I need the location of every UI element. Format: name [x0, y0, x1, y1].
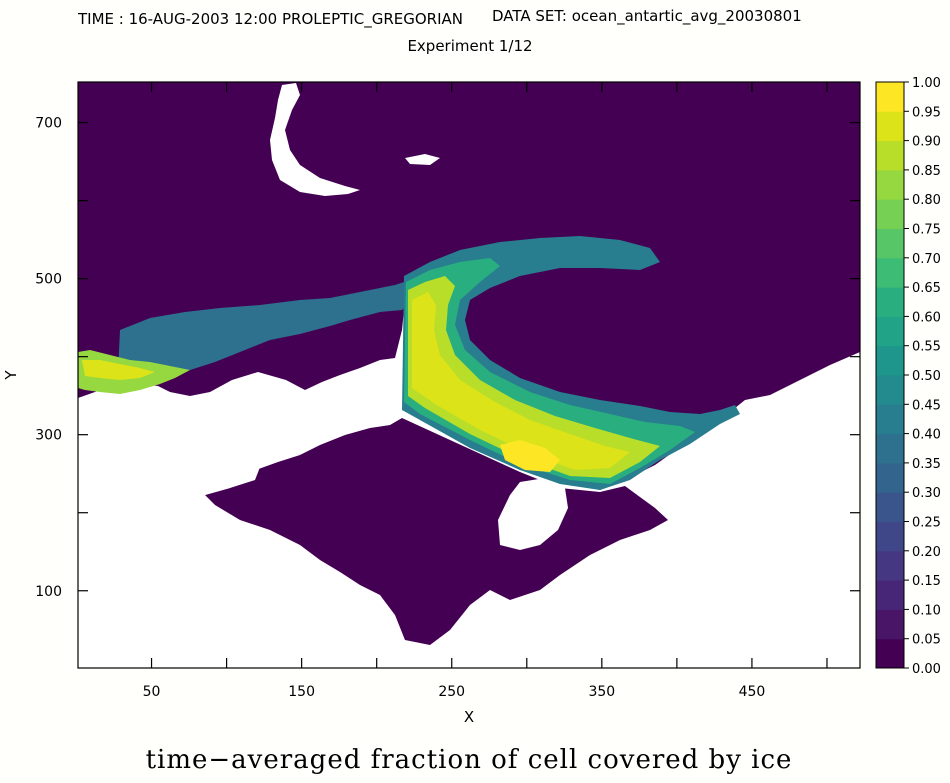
colorbar-swatch — [876, 550, 904, 581]
colorbar-label: 0.00 — [912, 662, 941, 677]
x-tick-label: 450 — [739, 684, 766, 700]
colorbar-label: 0.75 — [912, 223, 941, 238]
colorbar-swatch — [876, 169, 904, 200]
colorbar-label: 0.90 — [912, 135, 941, 150]
colorbar-label: 0.55 — [912, 340, 941, 355]
x-tick-label: 350 — [588, 684, 615, 700]
ice-shelf-zero — [205, 418, 668, 645]
colorbar-label: 0.50 — [912, 369, 941, 384]
colorbar-swatch — [876, 638, 904, 669]
colorbar-label: 0.70 — [912, 252, 941, 267]
ice-shelf-white — [498, 478, 568, 550]
colorbar-swatch — [876, 199, 904, 229]
colorbar-swatch — [876, 404, 904, 435]
x-tick-label: 150 — [288, 684, 315, 700]
colorbar-label: 0.40 — [912, 428, 941, 443]
colorbar-label: 1.00 — [912, 76, 941, 91]
colorbar-label: 0.15 — [912, 574, 941, 589]
colorbar-label: 0.20 — [912, 545, 941, 560]
colorbar-swatch — [876, 375, 904, 405]
y-tick-label: 500 — [35, 272, 62, 288]
colorbar-swatch — [876, 462, 904, 493]
colorbar-label: 0.10 — [912, 603, 941, 618]
colorbar-swatch — [876, 433, 904, 464]
colorbar-swatch — [876, 609, 904, 640]
colorbar-label: 0.35 — [912, 457, 941, 472]
colorbar-label: 0.05 — [912, 633, 941, 648]
header-time: TIME : 16-AUG-2003 12:00 PROLEPTIC_GREGO… — [77, 10, 463, 29]
header-dataset: DATA SET: ocean_antartic_avg_20030801 — [492, 7, 802, 26]
y-tick-label: 700 — [35, 116, 62, 132]
peninsula-coastal-ice — [118, 280, 412, 378]
colorbar-label: 0.45 — [912, 398, 941, 413]
y-tick-label: 300 — [35, 428, 62, 444]
colorbar-label: 0.65 — [912, 281, 941, 296]
colorbar-label: 0.25 — [912, 516, 941, 531]
x-axis-title: X — [464, 708, 474, 726]
y-axis: 100 300 500 700 — [35, 116, 860, 600]
x-axis: 50 150 250 350 450 — [143, 82, 828, 700]
colorbar-swatch — [876, 111, 904, 142]
colorbar-swatch — [876, 82, 904, 112]
header-experiment: Experiment 1/12 — [407, 37, 532, 55]
west-coastal-ice-bright — [82, 360, 155, 380]
colorbar-label: 0.60 — [912, 310, 941, 325]
chart-caption: time−averaged fraction of cell covered b… — [146, 745, 793, 775]
colorbar-swatch — [876, 316, 904, 347]
weddell-pack-inner — [408, 276, 660, 478]
colorbar: 0.00 0.05 0.10 0.15 0.20 0.25 0.30 0.35 0.40 0.45… — [875, 76, 941, 677]
colorbar-swatch — [876, 140, 904, 171]
northern-land-detail — [405, 154, 440, 165]
colorbar-swatch — [876, 345, 904, 376]
colorbar-label: 0.95 — [912, 105, 941, 120]
x-tick-label: 50 — [143, 684, 161, 700]
colorbar-label: 0.30 — [912, 486, 941, 501]
y-axis-title: Y — [2, 370, 20, 381]
colorbar-label: 0.80 — [912, 193, 941, 208]
colorbar-swatch — [876, 287, 904, 317]
weddell-pack-core — [412, 292, 630, 470]
colorbar-swatch — [876, 228, 904, 259]
colorbar-swatch — [876, 521, 904, 552]
colorbar-swatch — [876, 580, 904, 610]
x-tick-label: 250 — [438, 684, 465, 700]
plot-frame — [77, 81, 861, 669]
weddell-core-max — [500, 440, 560, 472]
southwest-land — [78, 398, 300, 560]
northern-land — [270, 83, 360, 196]
y-tick-label: 100 — [35, 584, 62, 600]
heatmap-field — [78, 82, 860, 668]
colorbar-swatch — [876, 492, 904, 522]
colorbar-swatch — [876, 257, 904, 288]
colorbar-label: 0.85 — [912, 164, 941, 179]
